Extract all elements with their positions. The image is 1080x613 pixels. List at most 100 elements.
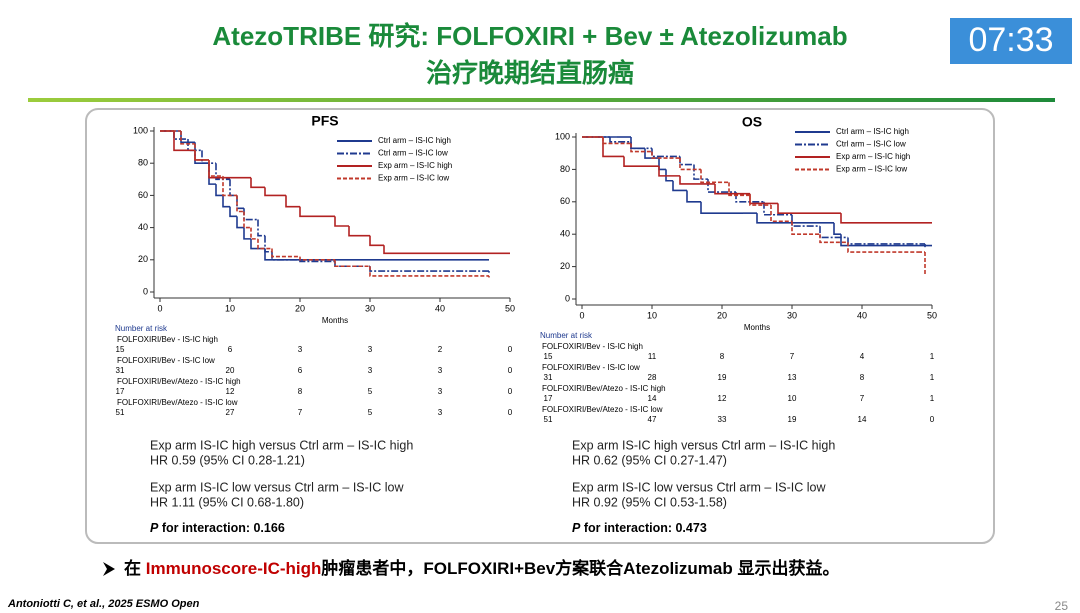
legend-label: Exp arm – IS-IC high	[378, 161, 452, 170]
km-step	[833, 222, 841, 235]
legend-label: Ctrl arm – IS-IC low	[836, 140, 906, 149]
risk-value: 4	[860, 352, 865, 361]
x-axis-label: Months	[322, 316, 348, 325]
km-step	[173, 131, 195, 152]
km-step	[194, 143, 209, 161]
km-step	[334, 259, 370, 268]
risk-table-title: Number at risk	[540, 331, 593, 340]
risk-value: 20	[226, 366, 235, 375]
risk-value: 3	[368, 366, 373, 375]
x-tick-label: 10	[225, 303, 235, 313]
risk-value: 5	[368, 408, 373, 417]
legend-label: Exp arm – IS-IC high	[836, 152, 910, 161]
risk-row-label: FOLFOXIRI/Bev/Atezo - IS-IC high	[117, 377, 241, 386]
risk-value: 0	[508, 408, 513, 417]
km-step	[777, 203, 841, 214]
risk-value: 3	[438, 366, 443, 375]
km-step	[672, 180, 687, 192]
risk-value: 2	[438, 345, 443, 354]
km-step	[749, 195, 771, 206]
stat-line: Exp arm IS-IC low versus Ctrl arm – IS-I…	[572, 480, 826, 494]
interaction-p: P	[150, 521, 159, 535]
km-step	[285, 195, 300, 208]
km-step	[770, 205, 792, 223]
stat-line: HR 0.59 (95% CI 0.28-1.21)	[150, 453, 305, 467]
risk-value: 0	[930, 415, 935, 424]
km-step	[791, 214, 820, 227]
conclusion-highlight: Immunoscore-IC-high	[146, 559, 322, 578]
risk-value: 0	[508, 387, 513, 396]
km-step	[369, 266, 489, 277]
risk-value: 8	[720, 352, 725, 361]
risk-value: 31	[544, 373, 553, 382]
km-step	[243, 211, 251, 229]
km-step	[257, 219, 265, 237]
risk-value: 3	[368, 345, 373, 354]
x-tick-label: 50	[505, 303, 515, 313]
km-step	[700, 169, 729, 184]
y-tick-label: 0	[565, 293, 570, 303]
km-step	[728, 182, 750, 197]
x-tick-label: 50	[927, 310, 937, 320]
risk-value: 1	[930, 352, 935, 361]
km-step	[847, 242, 918, 253]
risk-value: 15	[116, 345, 125, 354]
timer-box	[950, 18, 1072, 64]
conclusion-part: 肿瘤患者中，FOLFOXIRI+Bev方案联合Atezolizumab 显示出获…	[321, 558, 839, 578]
bullet-arrow	[103, 562, 115, 576]
y-tick-label: 20	[560, 261, 570, 271]
km-step	[250, 238, 265, 250]
risk-value: 7	[860, 394, 865, 403]
risk-value: 17	[544, 394, 553, 403]
km-step	[756, 213, 834, 224]
x-tick-label: 40	[857, 310, 867, 320]
risk-row-label: FOLFOXIRI/Bev - IS-IC low	[117, 356, 215, 365]
y-tick-label: 60	[138, 190, 148, 200]
risk-row-label: FOLFOXIRI/Bev - IS-IC high	[117, 335, 218, 344]
km-step	[819, 226, 848, 239]
km-step	[243, 227, 251, 240]
stat-line: Exp arm IS-IC high versus Ctrl arm – IS-…	[150, 438, 413, 452]
km-step	[264, 235, 272, 253]
km-step	[700, 201, 743, 214]
conclusion: 在 Immunoscore-IC-high肿瘤患者中，FOLFOXIRI+Bev…	[124, 558, 839, 578]
km-step	[819, 234, 848, 244]
citation: Antoniotti C, et al., 2025 ESMO Open	[7, 598, 200, 610]
interaction-p: P	[572, 521, 581, 535]
km-step	[840, 213, 932, 224]
legend-label: Exp arm – IS-IC low	[378, 174, 449, 183]
risk-value: 5	[368, 387, 373, 396]
km-step	[229, 206, 237, 218]
risk-value: 15	[544, 352, 553, 361]
km-step	[651, 148, 680, 158]
risk-value: 3	[298, 345, 303, 354]
km-step	[763, 201, 792, 216]
risk-value: 31	[116, 366, 125, 375]
x-tick-label: 30	[787, 310, 797, 320]
risk-value: 6	[298, 366, 303, 375]
legend-label: Ctrl arm – IS-IC high	[378, 136, 451, 145]
x-tick-label: 20	[717, 310, 727, 320]
y-tick-label: 80	[560, 164, 570, 174]
km-step	[208, 159, 251, 179]
risk-row-label: FOLFOXIRI/Bev/Atezo - IS-IC low	[117, 398, 238, 407]
risk-value: 27	[226, 408, 235, 417]
risk-value: 13	[788, 373, 797, 382]
risk-value: 51	[116, 408, 125, 417]
x-tick-label: 40	[435, 303, 445, 313]
km-step	[236, 216, 244, 229]
y-tick-label: 80	[138, 158, 148, 168]
km-step	[665, 169, 673, 182]
risk-value: 51	[544, 415, 553, 424]
legend-label: Ctrl arm – IS-IC low	[378, 149, 448, 158]
km-step	[215, 184, 223, 197]
stat-line: Exp arm IS-IC low versus Ctrl arm – IS-I…	[150, 480, 404, 494]
interaction: P for interaction: 0.166	[150, 521, 285, 535]
timer: 07:33	[968, 21, 1053, 59]
y-tick-label: 20	[138, 254, 148, 264]
km-step	[348, 225, 370, 237]
risk-row-label: FOLFOXIRI/Bev/Atezo - IS-IC high	[542, 384, 666, 393]
km-step	[383, 245, 510, 255]
